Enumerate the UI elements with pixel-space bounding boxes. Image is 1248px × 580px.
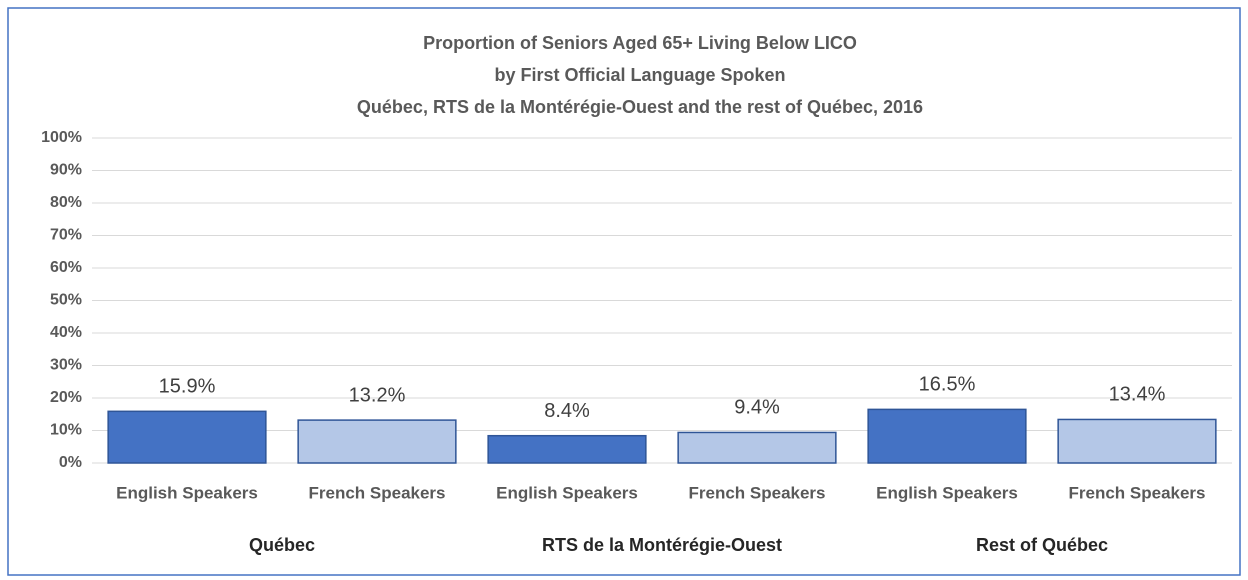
x-tick-label: English Speakers: [496, 483, 638, 502]
chart-frame: [7, 7, 1241, 576]
value-label: 16.5%: [919, 374, 976, 396]
x-tick-label: English Speakers: [876, 483, 1018, 502]
value-label: 13.4%: [1109, 384, 1166, 406]
value-label: 9.4%: [734, 397, 780, 419]
chart-title: Québec, RTS de la Montérégie-Ouest and t…: [357, 97, 923, 117]
group-label: Rest of Québec: [976, 535, 1108, 555]
group-label: RTS de la Montérégie-Ouest: [542, 535, 782, 555]
y-tick-label: 80%: [50, 194, 82, 211]
bar: [677, 431, 837, 464]
x-tick-label: French Speakers: [688, 483, 825, 502]
value-label: 15.9%: [159, 376, 216, 398]
y-tick-label: 70%: [50, 227, 82, 244]
y-tick-label: 100%: [41, 129, 82, 146]
bar: [487, 434, 647, 464]
chart-title: by First Official Language Spoken: [494, 65, 785, 85]
bar: [1057, 418, 1217, 464]
value-label: 13.2%: [349, 384, 406, 406]
y-tick-label: 40%: [50, 324, 82, 341]
chart-title: Proportion of Seniors Aged 65+ Living Be…: [423, 33, 857, 53]
group-label: Québec: [249, 535, 315, 555]
y-tick-label: 50%: [50, 292, 82, 309]
y-tick-label: 30%: [50, 357, 82, 374]
y-tick-label: 0%: [59, 454, 82, 471]
x-tick-label: English Speakers: [116, 483, 258, 502]
y-tick-label: 90%: [50, 162, 82, 179]
value-label: 8.4%: [544, 400, 590, 422]
bar: [107, 410, 267, 464]
bar: [867, 408, 1027, 464]
y-tick-label: 20%: [50, 389, 82, 406]
x-tick-label: French Speakers: [308, 483, 445, 502]
y-tick-label: 60%: [50, 259, 82, 276]
x-tick-label: French Speakers: [1068, 483, 1205, 502]
y-tick-label: 10%: [50, 422, 82, 439]
bar: [297, 419, 457, 464]
